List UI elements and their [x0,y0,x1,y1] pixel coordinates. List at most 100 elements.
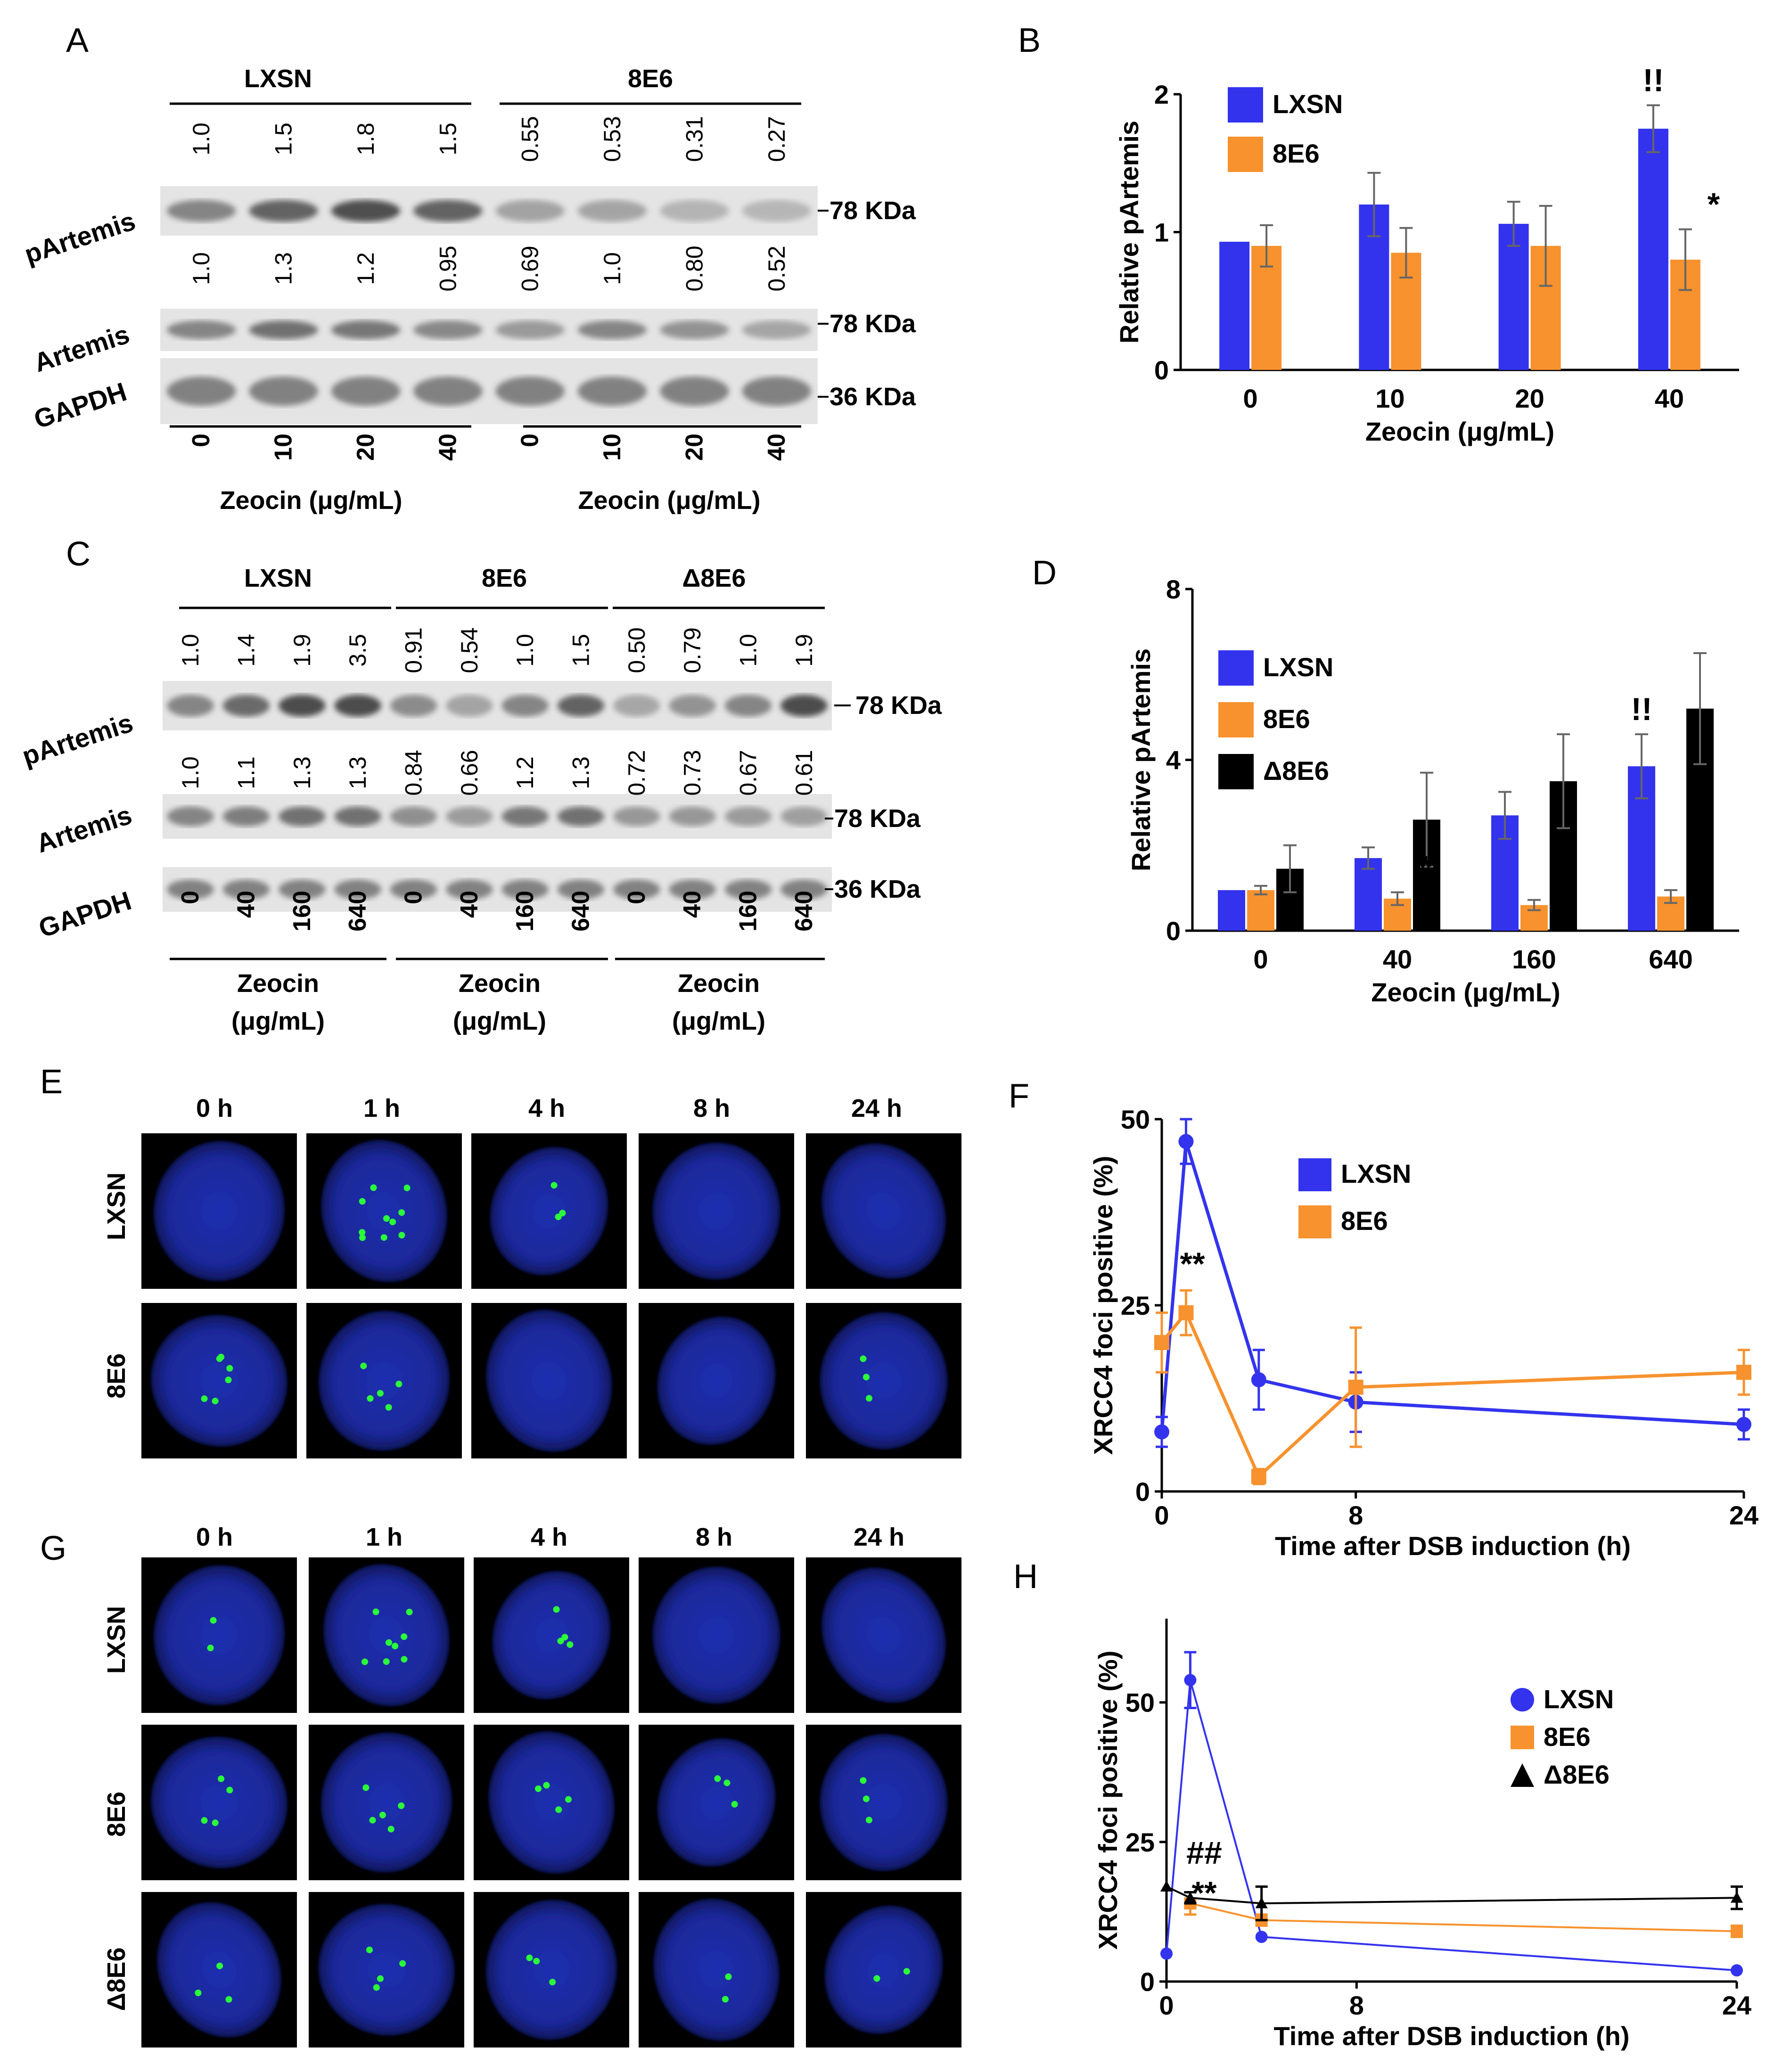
blot-band [724,879,772,900]
nucleus [486,1900,617,2040]
series-line [1190,1902,1737,1933]
e-time-1h: 1 h [363,1094,400,1122]
blot-band [446,879,493,900]
blot-band [557,879,605,900]
blot-band [501,695,549,717]
panel-label-h: H [1013,1558,1038,1596]
blot-conc-label: 20 [352,434,379,461]
blot-a-xlabel-lxsn: Zeocin (μg/mL) [220,486,402,515]
blot-quant-value: 1.5 [435,123,461,156]
data-point [1348,1379,1363,1395]
bar [1219,241,1250,370]
blot-quant-value: 1.3 [345,756,371,789]
blot-quant-value: 1.3 [568,756,594,789]
blot-conc-label: 0 [517,434,544,447]
nucleus [652,1142,780,1280]
e-time-8h: 8 h [693,1094,730,1122]
green-focus [398,1802,405,1809]
blot-band [413,200,483,222]
x-tick-label: 24 [1722,1990,1751,2020]
x-axis-label: Time after DSB induction (h) [1275,1531,1631,1561]
blot-band [669,806,716,827]
blot-band [166,200,236,222]
blot-quant-value: 1.4 [233,634,260,667]
data-point [1154,1335,1169,1350]
green-focus [559,1210,566,1217]
panel-label-a: A [66,22,89,59]
blot-band [413,377,483,406]
green-focus [543,1782,550,1789]
blot-band [279,806,326,827]
chart-d: 0 4 8 0 40 160 640!! * * * Zeocin (μg/mL) Relative … [1126,574,1739,1007]
blot-quant-value: 0.67 [735,750,762,795]
y-tick-label: 0 [1154,355,1169,385]
significance-marker: ** [1192,1875,1217,1911]
panel-label-c: C [66,535,90,573]
green-focus [201,1395,208,1402]
g-row-8e6: 8E6 [102,1792,131,1837]
blot-conc-label: 640 [790,891,818,932]
blot-band [334,695,381,717]
blot-c-size-gapdh: 36 KDa [834,875,921,903]
blot-band [222,879,270,900]
blot-band [249,377,318,406]
blot-quant-value: 0.53 [599,116,625,162]
nucleus [154,1565,285,1705]
legend-swatch [1218,702,1254,737]
x-tick-label: 0 [1243,384,1258,413]
blot-band [660,320,729,339]
nucleus [151,1315,287,1447]
legend-swatch [1218,650,1254,686]
legend-label: 8E6 [1544,1722,1591,1752]
microscopy-grid-g: 0 h 1 h 4 h 8 h 24 h LXSN 8E6 Δ8E6 [102,1523,961,2047]
nucleus [154,1141,285,1281]
legend-swatch [1218,754,1254,789]
green-focus [395,1380,402,1387]
blot-quant-value: 0.91 [401,627,427,673]
y-tick-label: 0 [1135,1477,1150,1507]
blot-quant-value: 0.69 [517,246,543,291]
green-focus [533,1957,540,1965]
y-tick-label: 0 [1166,916,1181,946]
green-focus [360,1362,367,1369]
blot-band [613,806,660,827]
blot-a-size-artemis: 78 KDa [830,310,916,338]
blot-band [390,695,437,717]
blot-quant-value: 1.5 [271,123,297,156]
g-time-24h: 24 h [854,1523,904,1551]
g-row-d8e6: Δ8E6 [102,1948,131,2011]
significance-marker: * [1420,849,1432,885]
blot-conc-label: 160 [288,891,316,932]
y-tick-label: 50 [1125,1688,1155,1718]
blot-band [331,320,401,339]
blot-c-label-artemis: Artemis [33,800,135,858]
y-tick-label: 0 [1140,1967,1155,1997]
blot-c-xlabel2-lxsn: (μg/mL) [231,1007,325,1035]
green-focus [903,1968,910,1975]
blot-band [222,695,270,717]
blot-c-size-artemis: 78 KDa [834,804,921,833]
blot-c-xlabel1-8e6: Zeocin [459,969,541,998]
legend-marker [1511,1763,1534,1787]
nucleus [652,1566,780,1704]
blot-quant-value: 0.27 [764,116,790,162]
blot-band [780,879,828,900]
data-point [1160,1947,1173,1960]
blot-quant-value: 0.52 [764,246,790,291]
blot-strip [163,681,832,730]
blot-band [577,200,647,222]
y-tick-label: 25 [1125,1827,1155,1857]
y-tick-label: 2 [1154,80,1169,109]
blot-conc-label: 0 [623,891,650,904]
x-tick-label: 24 [1729,1500,1758,1530]
green-focus [865,1817,872,1824]
blot-c-xlabel2-d8e6: (μg/mL) [672,1007,765,1035]
green-focus [403,1184,411,1191]
data-point [1160,1880,1173,1892]
blot-a-label-artemis: Artemis [30,319,133,377]
green-focus [389,1219,396,1226]
blot-quant-value: 1.0 [188,252,214,285]
nucleus [151,1736,287,1868]
